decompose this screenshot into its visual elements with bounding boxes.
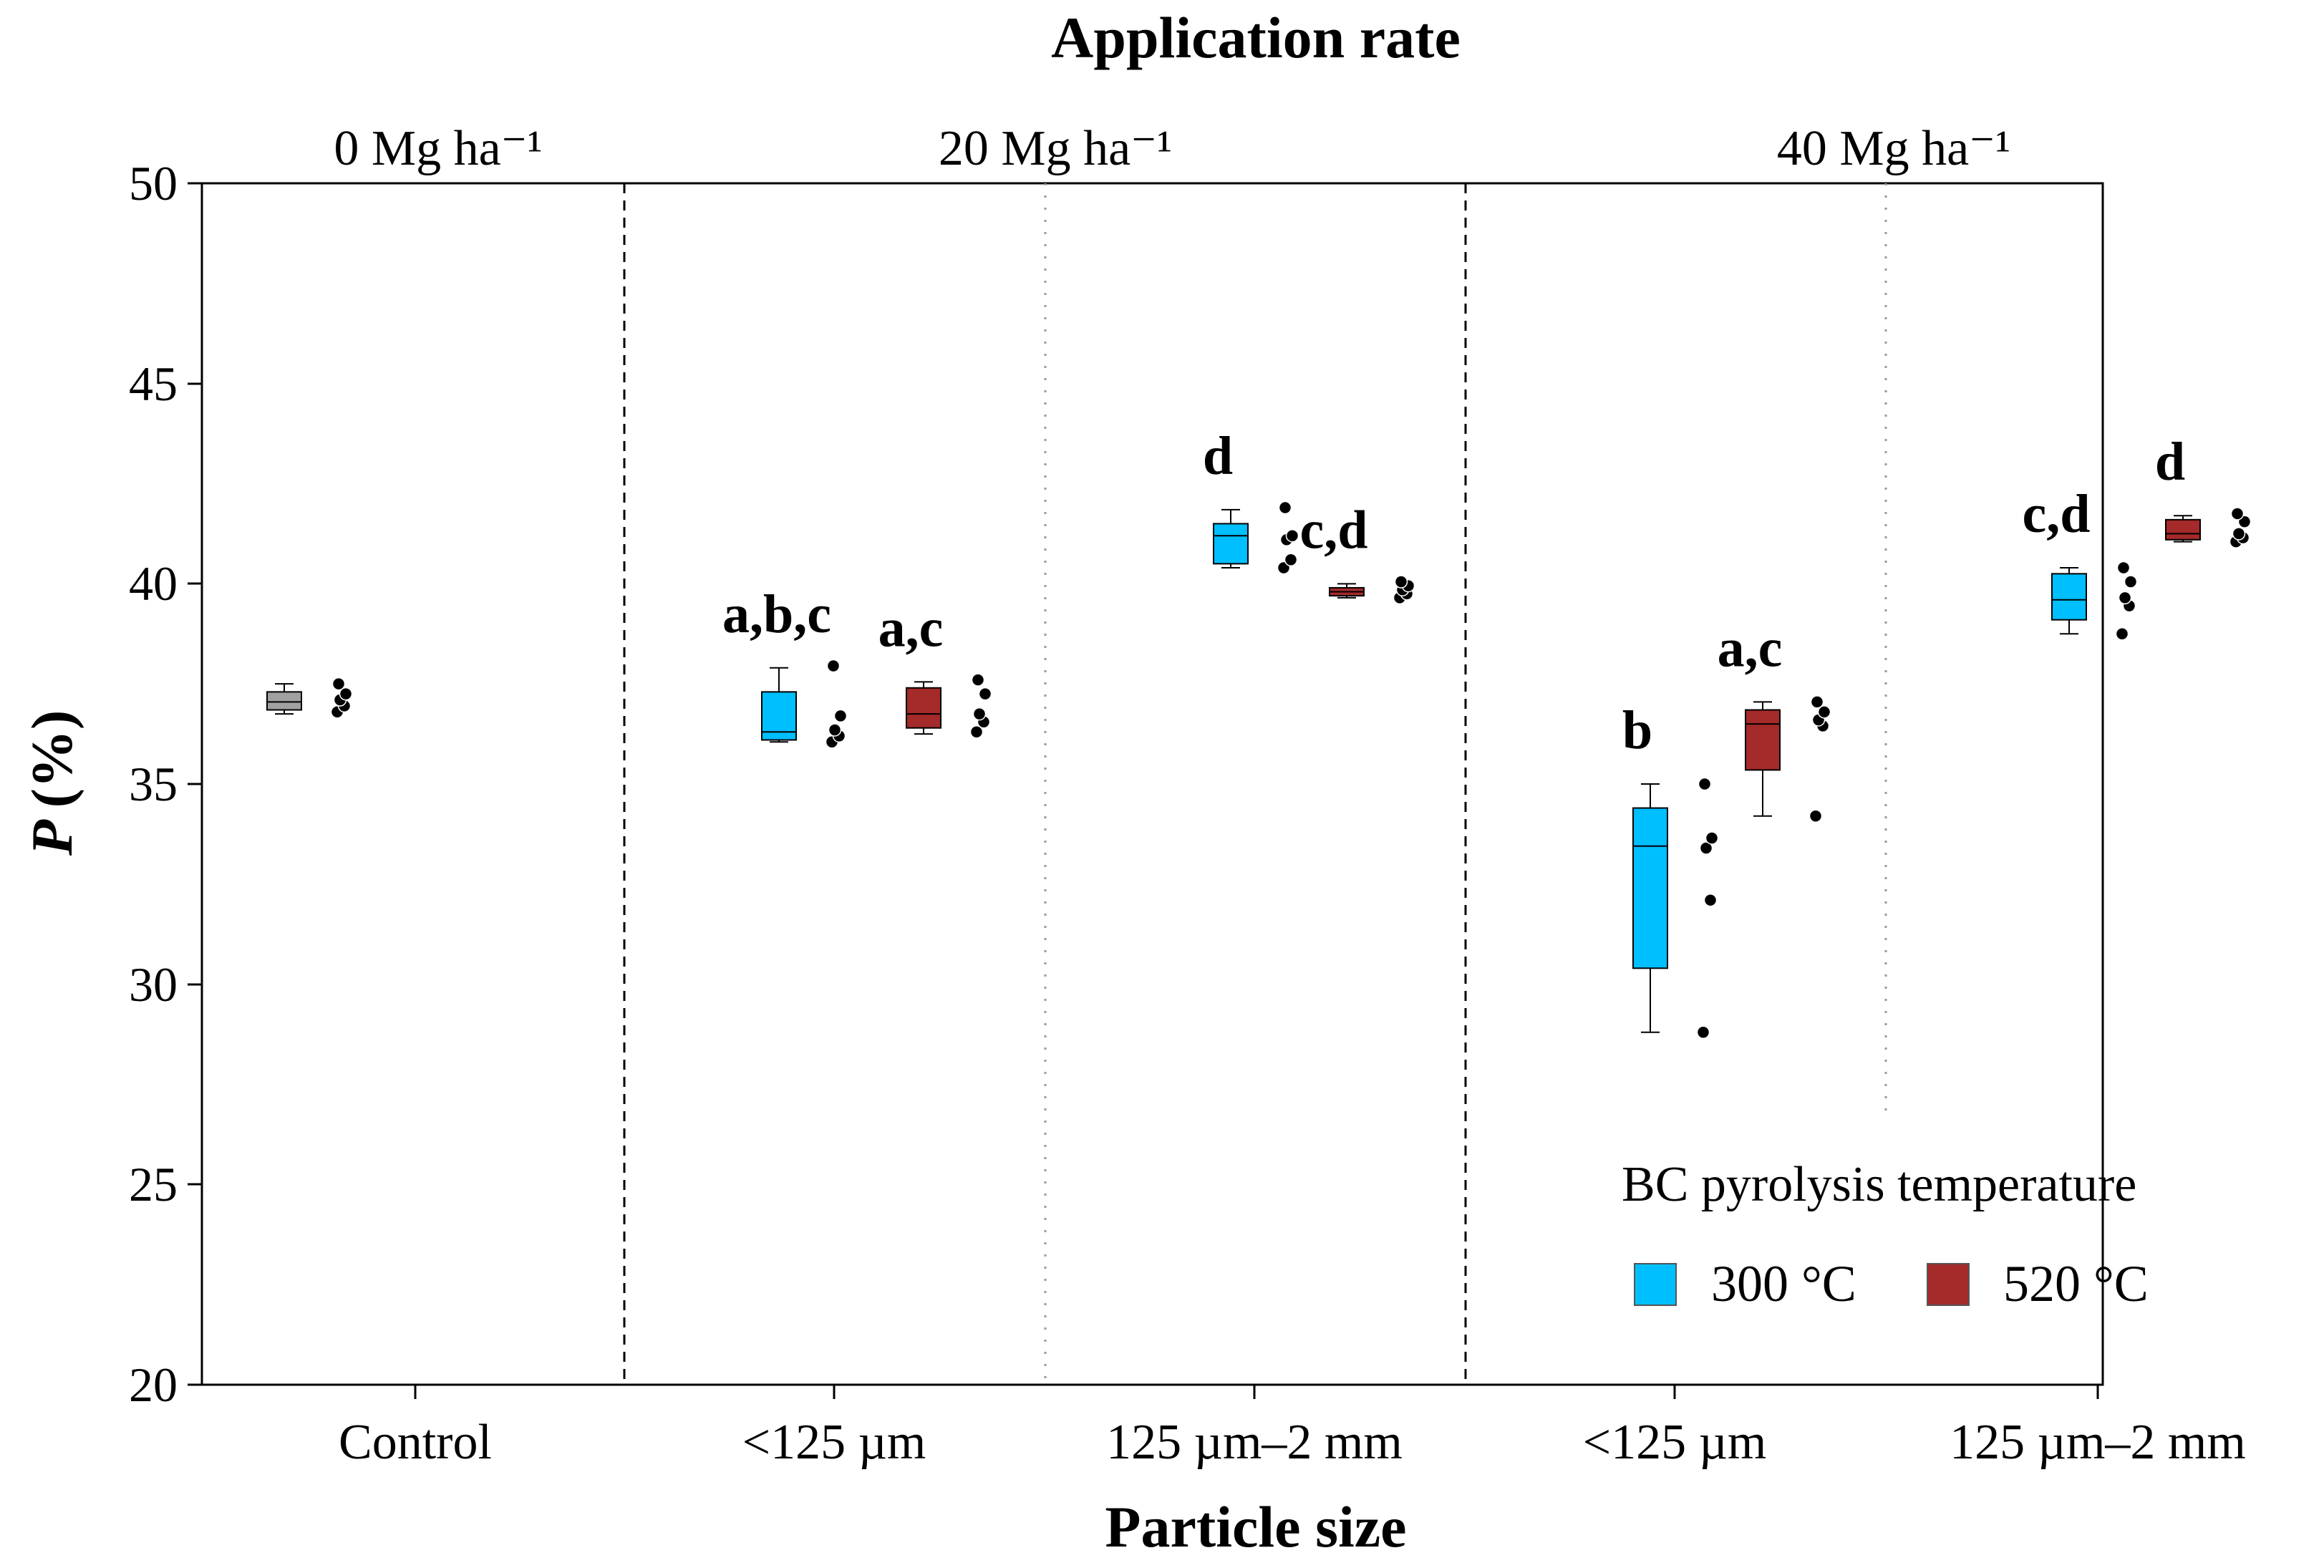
data-point-300-cat4 [2118,591,2132,605]
legend-swatch-300 [1634,1263,1677,1306]
data-point-300-cat1 [826,659,841,673]
data-point-520-cat3 [1810,695,1824,709]
x-tick-label: 125 µm–2 mm [1950,1415,2246,1470]
data-point-control-cat0 [331,677,346,691]
y-axis-symbol: P [19,819,84,856]
boxes-layer: a,b,c a,c d c,d b a,c c,d d [266,426,2252,1040]
x-tick: <125 µm [742,1385,926,1470]
y-axis-label: P (%) [19,710,84,856]
data-point-300-cat3 [1705,831,1719,845]
box-520-cat3 [1745,709,1781,771]
significance-letters-300-cat3: b [1622,700,1652,760]
x-tick-label: 125 µm–2 mm [1106,1415,1403,1470]
significance-letters-300-cat1: a,b,c [722,584,831,644]
x-tick-label: <125 µm [742,1415,926,1470]
x-axis-label: Particle size [1105,1494,1406,1559]
significance-letters-300-cat4: c,d [2023,484,2091,544]
y-tick-label: 50 [129,156,178,210]
data-point-300-cat3 [1696,1025,1710,1040]
y-tick: 35 [129,757,202,811]
y-tick: 20 [129,1358,202,1412]
data-point-control-cat0 [339,687,353,701]
data-point-300-cat4 [2124,575,2138,589]
y-axis-unit: (%) [19,710,84,808]
data-point-300-cat3 [1699,841,1713,855]
rate-label-40: 40 Mg ha⁻¹ [1777,121,2010,176]
data-point-520-cat2 [1394,575,1408,589]
x-tick: 125 µm–2 mm [1950,1385,2246,1470]
x-tick: Control [339,1385,492,1470]
significance-letters-520-cat3: a,c [1718,618,1783,678]
y-tick: 40 [129,556,202,611]
y-tick: 50 [129,156,202,210]
data-point-520-cat1 [978,687,992,701]
rate-label-0: 0 Mg ha⁻¹ [334,121,542,176]
y-tick-label: 30 [129,957,178,1012]
box-300-cat4 [2051,573,2087,621]
x-tick-label: Control [339,1415,492,1470]
significance-letters-300-cat2: d [1203,426,1233,486]
y-tick-label: 40 [129,556,178,611]
y-tick: 30 [129,957,202,1012]
y-tick-label: 20 [129,1358,178,1412]
significance-letters-520-cat2: c,d [1300,500,1368,560]
legend-swatch-520 [1927,1263,1970,1306]
data-point-300-cat2 [1284,553,1298,567]
data-point-520-cat4 [2232,527,2246,541]
x-tick: <125 µm [1583,1385,1767,1470]
rate-label-20: 20 Mg ha⁻¹ [939,121,1172,176]
legend-label-300: 300 °C [1711,1255,1856,1312]
data-point-520-cat1 [969,725,984,739]
x-tick: 125 µm–2 mm [1106,1385,1403,1470]
box-300-cat3 [1632,807,1668,969]
significance-letters-520-cat1: a,c [878,598,944,658]
data-point-300-cat2 [1285,528,1299,543]
data-point-300-cat2 [1278,500,1292,515]
box-300-cat1 [761,691,797,741]
legend: BC pyrolysis temperature 300 °C 520 °C [1622,1157,2149,1312]
data-point-300-cat4 [2116,561,2131,575]
significance-letters-520-cat4: d [2155,432,2185,492]
box-300-cat2 [1213,523,1249,565]
data-point-300-cat3 [1703,893,1718,907]
data-point-300-cat3 [1698,777,1712,791]
data-point-300-cat1 [833,709,848,723]
data-point-520-cat3 [1817,705,1831,719]
data-point-520-cat3 [1809,809,1823,823]
data-point-520-cat4 [2230,507,2245,521]
data-point-520-cat1 [972,707,987,721]
box-520-cat4 [2165,518,2201,541]
box-control-cat0 [266,691,302,711]
box-520-cat1 [906,687,941,729]
chart-title: Application rate [1051,5,1461,70]
y-tick: 25 [129,1157,202,1211]
y-tick-label: 35 [129,757,178,811]
y-tick-label: 45 [129,357,178,411]
data-point-300-cat4 [2115,627,2129,641]
y-axis: 20 25 30 35 40 45 50 [129,156,202,1412]
legend-title: BC pyrolysis temperature [1622,1157,2136,1212]
y-tick: 45 [129,357,202,411]
data-point-300-cat1 [828,723,842,737]
legend-label-520: 520 °C [2003,1255,2149,1312]
data-point-520-cat1 [971,673,985,687]
y-tick-label: 25 [129,1157,178,1211]
x-tick-label: <125 µm [1583,1415,1767,1470]
x-axis: Control <125 µm 125 µm–2 mm <125 µm 125 … [339,1385,2246,1470]
